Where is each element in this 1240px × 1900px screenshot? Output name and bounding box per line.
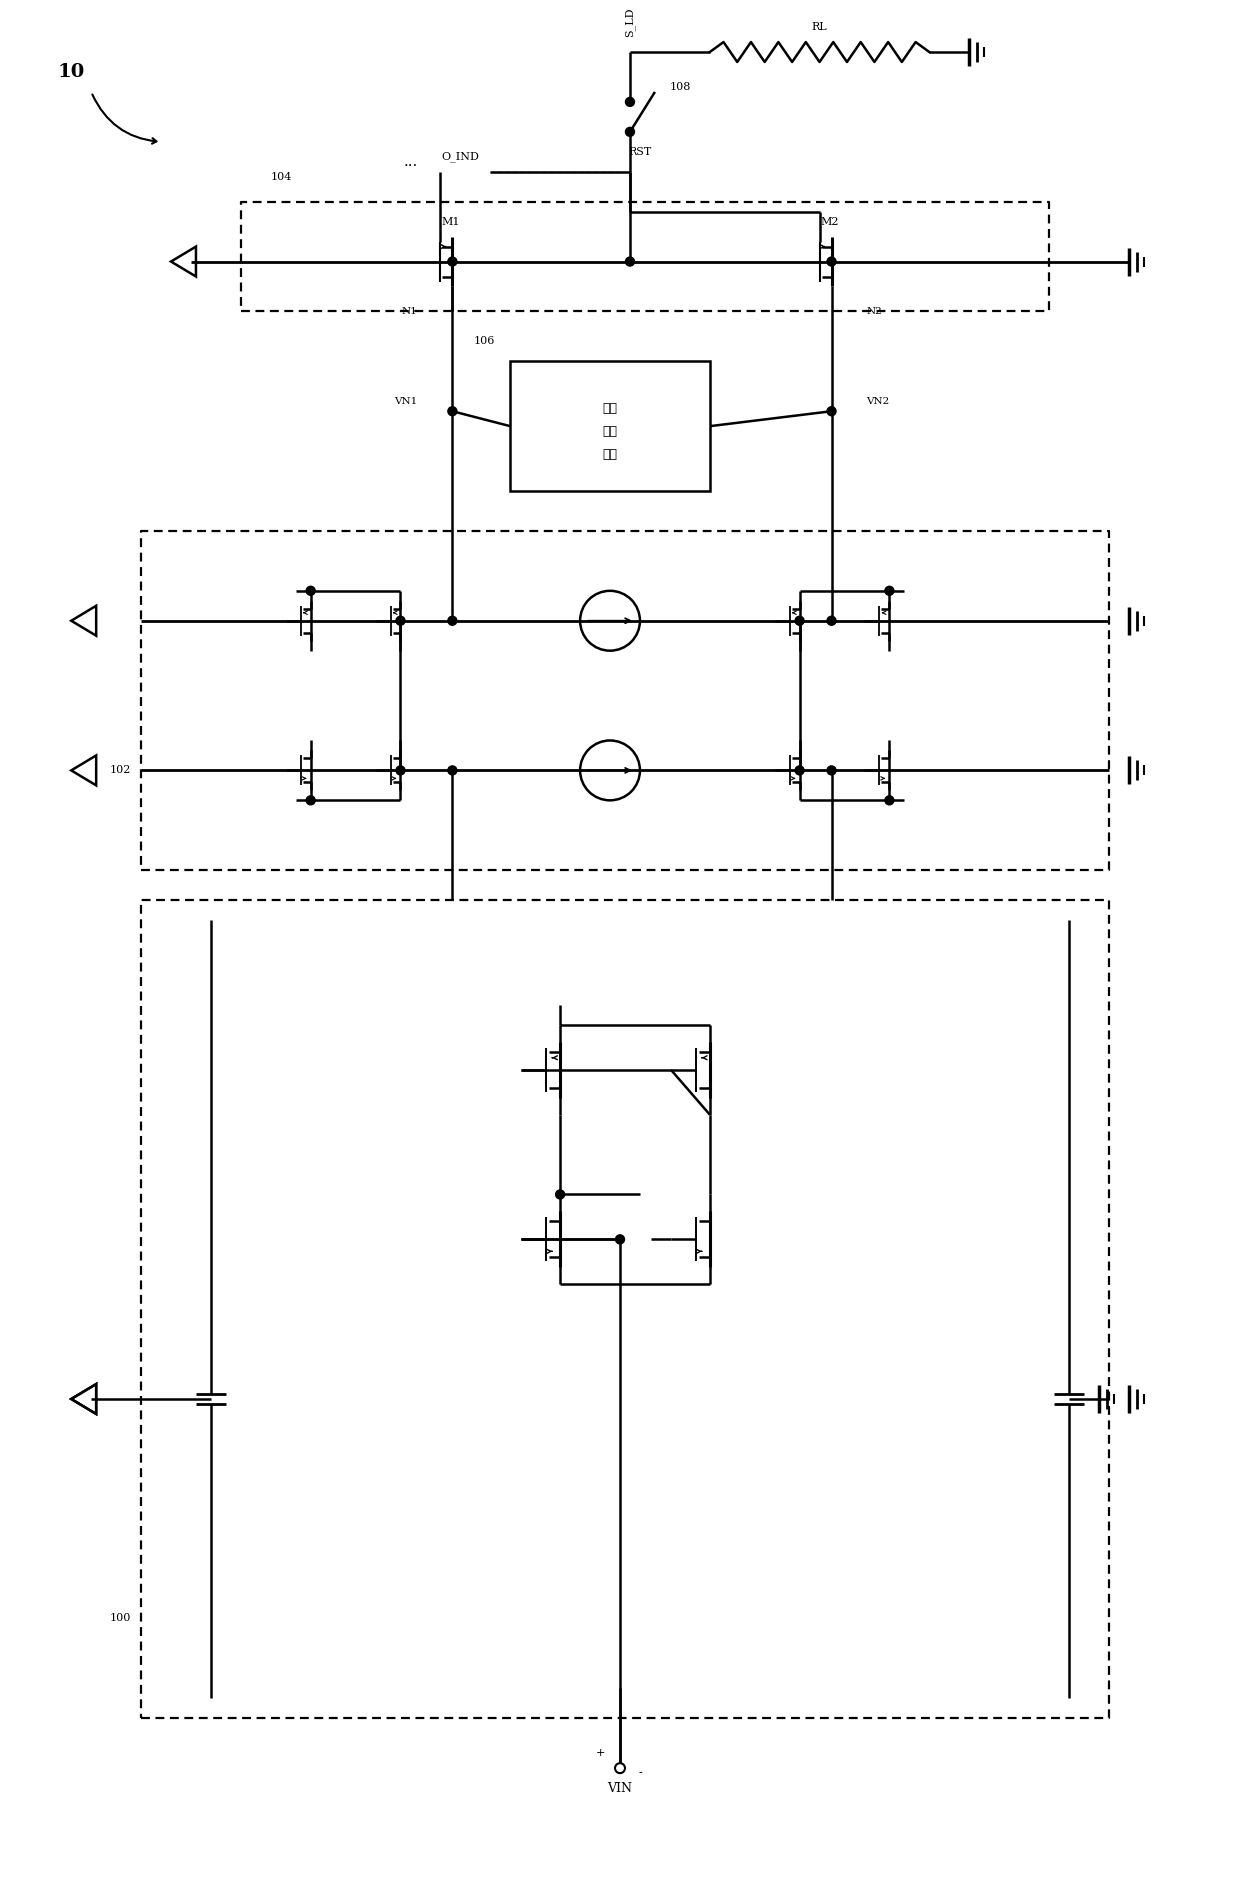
Text: RST: RST xyxy=(629,146,651,158)
Text: N1: N1 xyxy=(402,308,418,315)
Text: 104: 104 xyxy=(270,171,293,182)
Text: VN1: VN1 xyxy=(394,397,418,407)
Circle shape xyxy=(448,407,456,416)
Circle shape xyxy=(827,407,836,416)
Text: 10: 10 xyxy=(57,63,84,82)
Text: 108: 108 xyxy=(670,82,691,91)
Circle shape xyxy=(795,616,804,625)
Circle shape xyxy=(795,766,804,775)
Circle shape xyxy=(448,766,456,775)
Circle shape xyxy=(306,796,315,806)
Text: M1: M1 xyxy=(441,217,460,226)
Text: 102: 102 xyxy=(109,766,131,775)
Text: VN2: VN2 xyxy=(867,397,889,407)
Text: 模块: 模块 xyxy=(603,448,618,460)
Circle shape xyxy=(827,766,836,775)
Circle shape xyxy=(306,587,315,595)
Circle shape xyxy=(625,97,635,106)
Text: +: + xyxy=(595,1748,605,1758)
Text: 米勒: 米勒 xyxy=(603,401,618,414)
Text: 100: 100 xyxy=(109,1613,131,1623)
Circle shape xyxy=(625,256,635,266)
Circle shape xyxy=(885,796,894,806)
Circle shape xyxy=(448,616,456,625)
Text: -: - xyxy=(639,1769,642,1778)
FancyArrowPatch shape xyxy=(92,95,156,144)
Circle shape xyxy=(827,616,836,625)
Circle shape xyxy=(396,616,405,625)
Text: S_LD: S_LD xyxy=(625,8,635,36)
Text: N2: N2 xyxy=(867,308,882,315)
Text: RL: RL xyxy=(812,23,827,32)
Text: VIN: VIN xyxy=(608,1782,632,1795)
Circle shape xyxy=(448,256,456,266)
Text: 106: 106 xyxy=(474,336,495,346)
Circle shape xyxy=(556,1189,564,1199)
Text: O_IND: O_IND xyxy=(441,152,480,162)
Circle shape xyxy=(885,587,894,595)
Bar xyxy=(510,361,709,490)
Circle shape xyxy=(615,1235,625,1244)
Circle shape xyxy=(625,127,635,137)
Circle shape xyxy=(827,256,836,266)
Circle shape xyxy=(396,766,405,775)
Text: M2: M2 xyxy=(821,217,838,226)
Text: 补偿: 补偿 xyxy=(603,426,618,437)
Text: ...: ... xyxy=(403,154,418,169)
